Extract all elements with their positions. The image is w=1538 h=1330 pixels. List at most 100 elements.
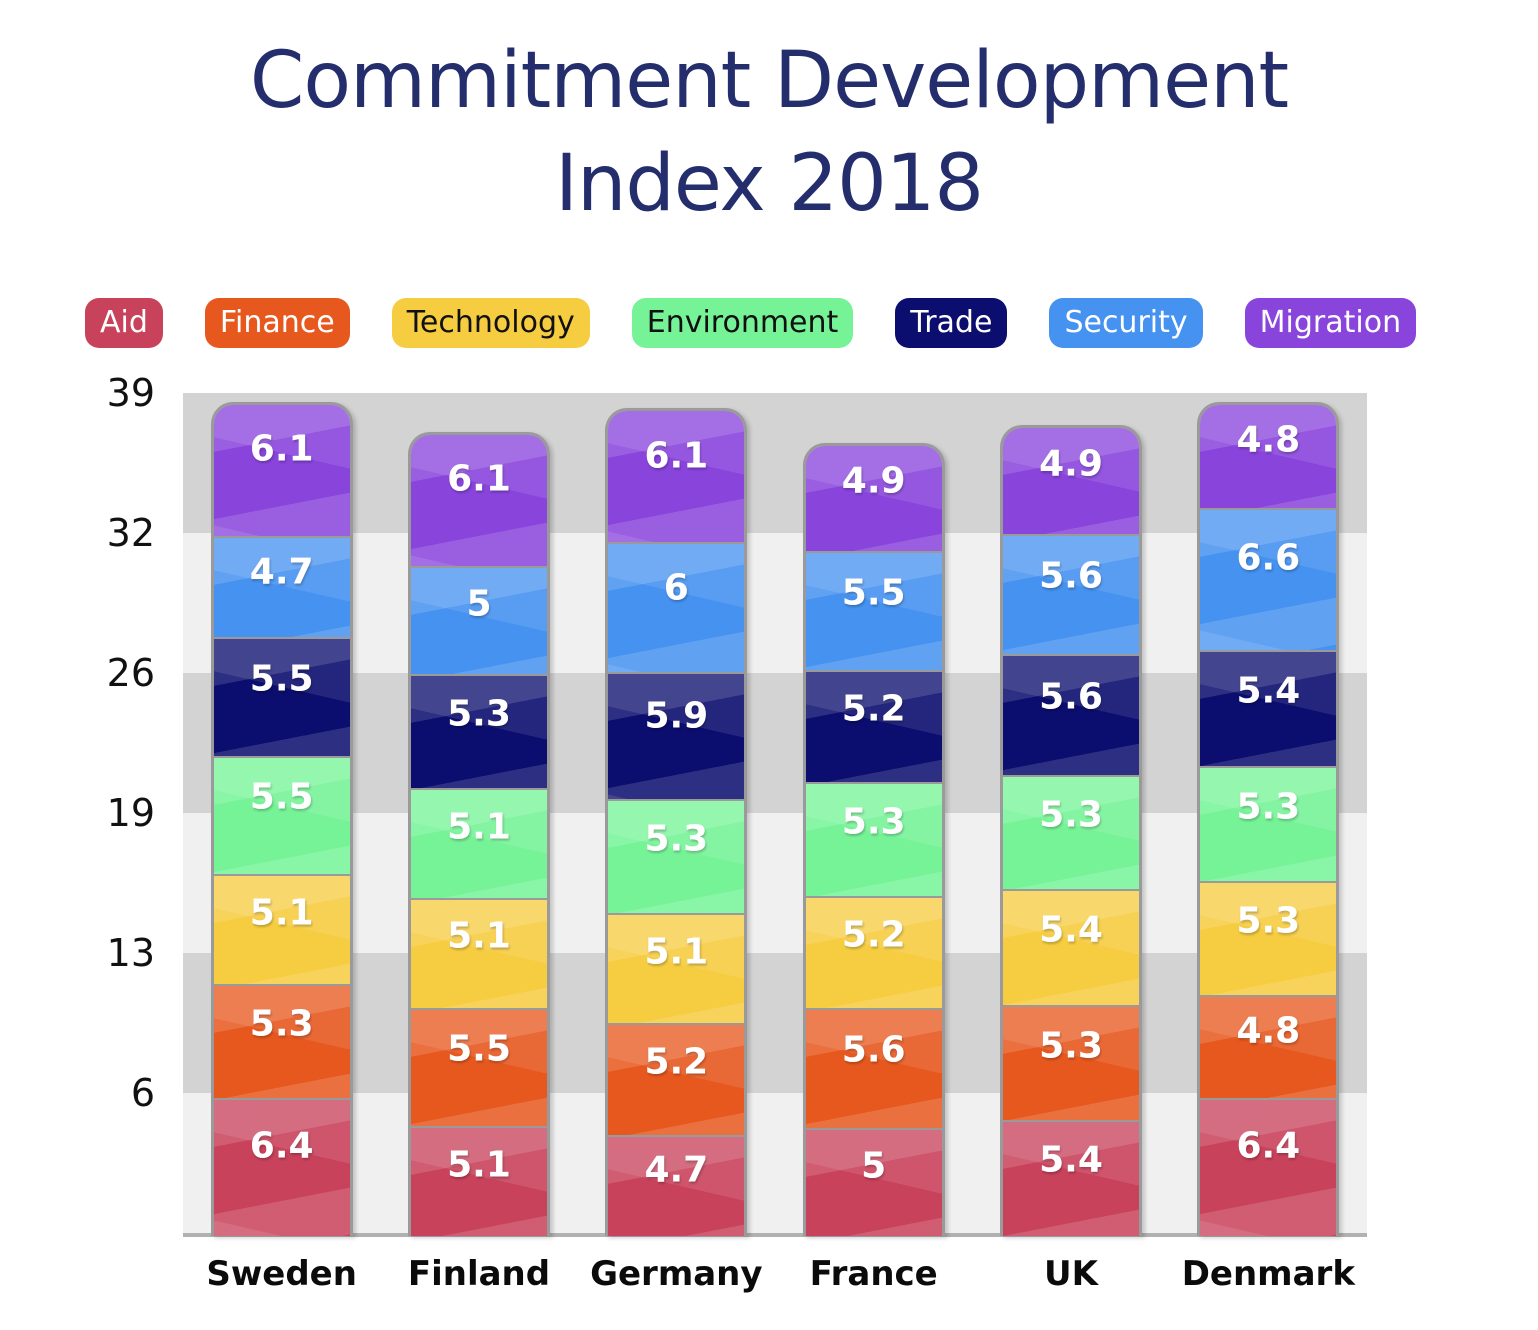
bar-uk: 4.9 5.6 5.6 5.3 5.4 5.3 5.4 xyxy=(1000,425,1142,1236)
bar-germany-finance: 5.2 xyxy=(608,1022,745,1135)
y-axis-tick-6: 6 xyxy=(130,1071,155,1115)
bar-germany-environment: 5.3 xyxy=(608,798,745,913)
value-label: 4.9 xyxy=(1039,443,1103,485)
value-label: 5.3 xyxy=(1236,786,1301,828)
y-axis-tick-39: 39 xyxy=(106,371,155,415)
bar-finland-environment: 5.1 xyxy=(411,787,547,898)
bar-sweden-finance: 5.3 xyxy=(213,983,350,1099)
bar-france-technology: 5.2 xyxy=(805,895,942,1008)
bar-finland-aid: 5.1 xyxy=(411,1126,547,1236)
bar-uk-environment: 5.3 xyxy=(1003,775,1139,890)
bar-denmark-security: 6.6 xyxy=(1200,507,1337,651)
value-label: 5.1 xyxy=(447,915,511,957)
bar-germany-security: 6 xyxy=(608,542,745,672)
y-axis-tick-32: 32 xyxy=(106,511,155,555)
value-label: 5.9 xyxy=(644,695,709,737)
legend-item-security[interactable]: Security xyxy=(1049,298,1203,348)
value-label: 5.5 xyxy=(249,776,314,818)
value-label: 5.4 xyxy=(1236,670,1301,712)
bar-france: 4.9 5.5 5.2 5.3 5.2 5.6 5 xyxy=(802,442,945,1236)
bar-sweden: 6.1 4.7 5.5 5.5 5.1 5.3 6.4 xyxy=(210,401,353,1236)
bar-germany-migration: 6.1 xyxy=(608,411,745,543)
legend-item-trade[interactable]: Trade xyxy=(895,298,1008,348)
legend: Aid Finance Technology Environment Trade Secu… xyxy=(85,298,1417,348)
value-label: 4.8 xyxy=(1236,419,1301,461)
value-label: 5.5 xyxy=(447,1028,511,1070)
grid-band-2 xyxy=(183,533,1367,673)
bar-finland-finance: 5.5 xyxy=(411,1007,547,1127)
stripe-pattern xyxy=(1200,509,1337,651)
grid-band-5 xyxy=(183,953,1367,1093)
value-label: 5 xyxy=(466,583,492,625)
value-label: 5.2 xyxy=(644,1041,709,1083)
grid-band-3 xyxy=(183,673,1367,813)
bar-denmark-aid: 6.4 xyxy=(1200,1098,1337,1236)
value-label: 5.6 xyxy=(1039,555,1103,597)
bar-uk-finance: 5.3 xyxy=(1003,1005,1139,1120)
bar-sweden-security: 4.7 xyxy=(213,535,350,638)
value-label: 5.5 xyxy=(841,572,906,614)
grid-band-1 xyxy=(183,393,1367,533)
bar-france-trade: 5.2 xyxy=(805,669,942,782)
bar-denmark-environment: 5.3 xyxy=(1200,766,1337,881)
bar-uk-migration: 4.9 xyxy=(1003,428,1139,534)
value-label: 5.6 xyxy=(1039,676,1103,718)
value-label: 6.1 xyxy=(644,435,709,477)
value-label: 5.3 xyxy=(1039,1025,1103,1067)
legend-item-environment[interactable]: Environment xyxy=(631,298,854,348)
value-label: 4.8 xyxy=(1236,1010,1301,1052)
bar-germany: 6.1 6 5.9 5.3 5.1 5.2 4.7 xyxy=(605,408,748,1236)
stripe-pattern xyxy=(213,1100,350,1236)
bar-sweden-aid: 6.4 xyxy=(213,1098,350,1236)
bar-denmark: 4.8 6.6 5.4 5.3 5.3 4.8 6.4 xyxy=(1197,401,1340,1236)
value-label: 6.4 xyxy=(1236,1125,1301,1167)
x-axis-label-france: France xyxy=(809,1254,938,1294)
value-label: 5.4 xyxy=(1039,909,1103,951)
bar-denmark-finance: 4.8 xyxy=(1200,994,1337,1099)
value-label: 6.1 xyxy=(447,458,511,500)
bar-sweden-trade: 5.5 xyxy=(213,637,350,756)
bar-sweden-migration: 6.1 xyxy=(213,404,350,536)
bar-finland: 6.1 5 5.3 5.1 5.1 5.5 5.1 xyxy=(408,431,550,1236)
bar-uk-security: 5.6 xyxy=(1003,533,1139,655)
legend-item-aid[interactable]: Aid xyxy=(85,298,163,348)
grid-band-6 xyxy=(183,1093,1367,1233)
x-axis-line xyxy=(183,1233,1367,1237)
value-label: 5.3 xyxy=(249,1003,314,1045)
value-label: 5.1 xyxy=(249,892,314,934)
bar-france-environment: 5.3 xyxy=(805,781,942,896)
y-axis-tick-19: 19 xyxy=(106,791,155,835)
stripe-pattern xyxy=(1200,1100,1337,1236)
value-label: 5.3 xyxy=(1236,900,1301,942)
bar-germany-aid: 4.7 xyxy=(608,1134,745,1236)
value-label: 6 xyxy=(663,567,689,609)
value-label: 6.4 xyxy=(249,1125,314,1167)
bar-denmark-technology: 5.3 xyxy=(1200,880,1337,995)
value-label: 5.3 xyxy=(447,693,511,735)
y-axis-tick-26: 26 xyxy=(106,651,155,695)
value-label: 5.1 xyxy=(447,806,511,848)
stripe-pattern xyxy=(608,411,745,543)
bar-sweden-technology: 5.1 xyxy=(213,874,350,984)
grid-band-4 xyxy=(183,813,1367,953)
bar-sweden-environment: 5.5 xyxy=(213,755,350,875)
chart-title: Commitment Development Index 2018 xyxy=(249,36,1289,229)
bar-france-security: 5.5 xyxy=(805,551,942,670)
legend-item-migration[interactable]: Migration xyxy=(1244,298,1417,348)
x-axis-label-denmark: Denmark xyxy=(1181,1254,1355,1294)
value-label: 5.4 xyxy=(1039,1139,1103,1181)
y-axis-tick-13: 13 xyxy=(106,931,155,975)
legend-item-technology[interactable]: Technology xyxy=(391,298,590,348)
value-label: 4.7 xyxy=(644,1149,709,1191)
bar-uk-technology: 5.4 xyxy=(1003,889,1139,1006)
value-label: 5.3 xyxy=(841,801,906,843)
x-axis-label-germany: Germany xyxy=(590,1254,763,1294)
value-label: 5 xyxy=(861,1145,887,1187)
bar-uk-aid: 5.4 xyxy=(1003,1119,1139,1236)
value-label: 6.6 xyxy=(1236,537,1301,579)
value-label: 5.2 xyxy=(841,914,906,956)
legend-item-finance[interactable]: Finance xyxy=(204,298,350,348)
x-axis-label-sweden: Sweden xyxy=(206,1254,357,1294)
